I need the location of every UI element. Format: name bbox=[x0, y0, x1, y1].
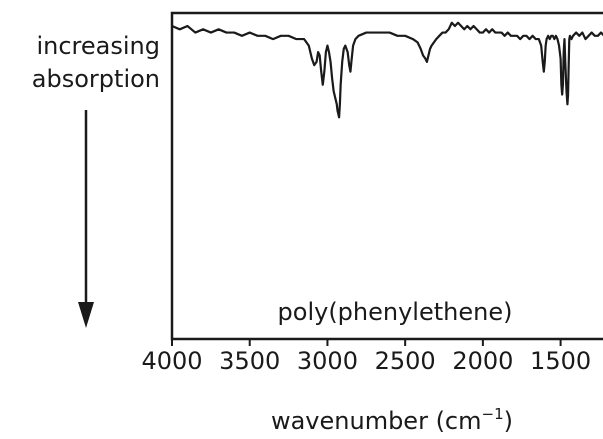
x-tick-label-2000: 2000 bbox=[452, 347, 513, 375]
plot-frame bbox=[170, 11, 603, 341]
x-axis-title-close: ) bbox=[504, 407, 513, 435]
compound-name-annotation: poly(phenylethene) bbox=[278, 298, 513, 326]
x-axis-title: wavenumber (cm−1) bbox=[271, 405, 513, 435]
spectrum-line-0 bbox=[173, 21, 603, 119]
x-tick-label-1500: 1500 bbox=[530, 347, 591, 375]
x-tick-label-3000: 3000 bbox=[297, 347, 358, 375]
increasing-absorption-arrow-icon bbox=[78, 110, 94, 328]
x-axis-title-superscript: −1 bbox=[482, 405, 504, 423]
y-annotation-line-2: absorption bbox=[31, 65, 160, 93]
x-tick-label-3500: 3500 bbox=[219, 347, 280, 375]
x-axis-title-main: wavenumber (cm bbox=[271, 407, 482, 435]
x-tick-label-2500: 2500 bbox=[375, 347, 436, 375]
y-annotation-line-1: increasing bbox=[36, 32, 160, 60]
x-tick-label-4000: 4000 bbox=[141, 347, 202, 375]
